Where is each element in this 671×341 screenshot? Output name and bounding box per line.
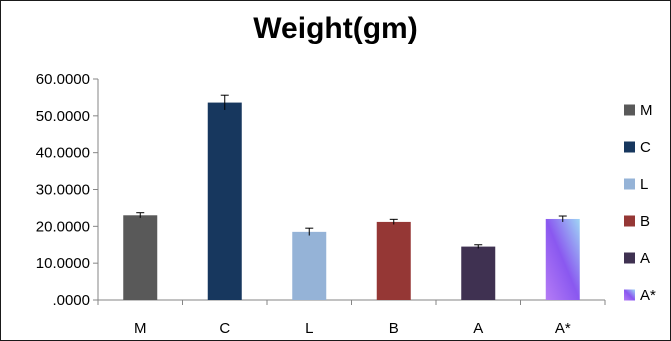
bar-A* [545, 218, 580, 300]
legend-swatch [624, 252, 635, 264]
x-tick-label: L [305, 320, 313, 337]
legend-swatch [624, 215, 635, 227]
legend-swatch [624, 104, 635, 116]
bar-B [376, 221, 411, 300]
x-tick-label: C [219, 320, 230, 337]
legend-label: A [640, 250, 650, 267]
y-tick-label: 50.0000 [36, 108, 90, 125]
y-tick-label: .0000 [52, 292, 90, 309]
legend-label: L [640, 176, 648, 193]
bars: M C L B A A* [123, 94, 580, 337]
y-tick-label: 40.0000 [36, 145, 90, 162]
legend: M C L B A A* [624, 102, 656, 304]
x-tick-label: B [389, 320, 399, 337]
x-tick-label: A [473, 320, 483, 337]
legend-label: A* [640, 287, 656, 304]
legend-swatch [624, 289, 635, 301]
y-tick-label: 10.0000 [36, 255, 90, 272]
legend-label: M [640, 102, 653, 119]
y-tick-label: 30.0000 [36, 182, 90, 199]
bar-L [292, 231, 327, 300]
legend-swatch [624, 178, 635, 190]
x-tick-label: M [134, 320, 147, 337]
legend-swatch [624, 141, 635, 153]
x-tick-label: A* [555, 320, 571, 337]
bar-C [207, 102, 242, 300]
legend-label: B [640, 213, 650, 230]
bar-M [123, 215, 158, 300]
y-tick-label: 20.0000 [36, 218, 90, 235]
legend-label: C [640, 139, 651, 156]
axes: .0000 10.0000 20.0000 30.0000 40.0000 50.0000… [36, 71, 606, 309]
chart-title: Weight(gm) [253, 12, 418, 45]
y-tick-label: 60.0000 [36, 71, 90, 88]
bar-A [461, 246, 496, 300]
